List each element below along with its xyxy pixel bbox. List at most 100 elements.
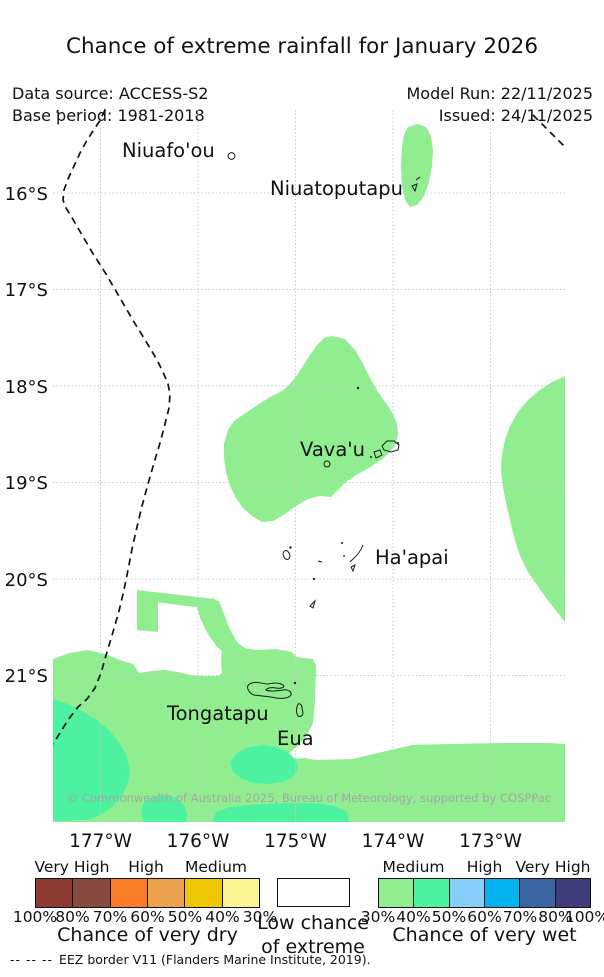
region-east-wet30	[501, 376, 565, 622]
haapai-islet-f	[312, 577, 316, 581]
island-label-haapai: Ha'apai	[375, 546, 449, 569]
region-niuatoputapu-wet30	[401, 124, 433, 207]
dry-swatch-80-70	[73, 879, 111, 907]
dry-pct-50: 50%	[167, 908, 203, 926]
haapai-islet-a	[289, 546, 292, 549]
dry-swatch-100-80	[36, 879, 74, 907]
wet-pct-100: 100%	[564, 908, 604, 926]
region-south-wet30	[53, 648, 565, 822]
island-label-vavau: Vava'u	[300, 438, 365, 461]
eez-borders	[53, 110, 565, 745]
tongatapu-island-outline	[247, 681, 292, 699]
haapai-island-kao	[282, 550, 291, 560]
toku-islet	[356, 386, 360, 390]
wet-swatch-60-70	[484, 879, 521, 907]
dry-level-medium: Medium	[185, 858, 247, 876]
arm-left-stub	[137, 594, 158, 632]
wet-pct-50: 50%	[431, 908, 467, 926]
dry-pct-40: 40%	[205, 908, 240, 926]
dry-caption: Chance of very dry	[57, 924, 238, 946]
island-label-eua: Eua	[277, 727, 314, 750]
island-label-niuafoou: Niuafo'ou	[122, 139, 215, 162]
haapai-islet-e	[343, 555, 345, 557]
wet-pct-80: 80%	[538, 908, 573, 926]
wet-swatch-50-60	[449, 879, 485, 907]
low-chance-box	[277, 878, 350, 907]
lat-tick-17s: 17°S	[4, 280, 48, 301]
late-island-outline	[323, 460, 331, 468]
region-bottom-wet40-a	[141, 795, 187, 822]
vavau-islet-a	[373, 449, 383, 459]
island-label-niuatoputapu: Niuatoputapu	[270, 177, 403, 200]
dry-swatch-40-30	[222, 879, 259, 907]
vavau-islet-c	[397, 442, 399, 444]
copyright-note: © Commonwealth of Australia 2025, Bureau…	[66, 791, 552, 805]
arm-descender	[197, 598, 259, 666]
low-chance-line2: of extreme	[261, 936, 365, 958]
dry-level-very-high: Very High	[34, 858, 110, 876]
eez-border-northeast	[532, 114, 565, 149]
wet-pct-40: 40%	[396, 908, 431, 926]
map-canvas	[53, 110, 565, 822]
eez-footnote-text: EEZ border V11 (Flanders Marine Institut…	[59, 952, 371, 967]
lon-tick-176w: 176°W	[166, 831, 230, 852]
model-run-label: Model Run: 22/11/2025	[406, 84, 594, 103]
lon-tick-177w: 177°W	[69, 831, 132, 852]
island-label-tongatapu: Tongatapu	[167, 702, 269, 725]
region-eua-wet40	[230, 745, 298, 784]
niuatoputapu-island-outline	[411, 183, 418, 193]
dry-pct-30: 30%	[242, 908, 278, 926]
wet-swatch-70-80	[520, 879, 556, 907]
wet-probability-regions	[53, 124, 565, 822]
wet-pct-70: 70%	[502, 908, 538, 926]
eua-island-outline	[296, 703, 304, 717]
lat-tick-19s: 19°S	[4, 473, 48, 494]
wet-swatch-40-50	[414, 879, 450, 907]
wet-pct-60: 60%	[467, 908, 502, 926]
data-source-label: Data source: ACCESS-S2	[12, 84, 209, 103]
tongatapu-islet	[293, 681, 297, 685]
island-outlines	[227, 152, 421, 717]
haapai-islet-c	[341, 542, 343, 544]
graticule	[53, 110, 565, 822]
wet-caption: Chance of very wet	[392, 924, 577, 946]
lat-tick-16s: 16°S	[4, 184, 48, 205]
niuafoou-island-outline	[227, 152, 236, 160]
dry-pct-80: 80%	[55, 908, 90, 926]
eez-footnote: -- -- -- EEZ border V11 (Flanders Marine …	[10, 952, 371, 967]
dry-pct-70: 70%	[92, 908, 128, 926]
region-bottom-wet40-b	[213, 803, 349, 822]
dry-swatch-70-60	[110, 879, 148, 907]
dry-pct-100: 100%	[12, 908, 58, 926]
wet-pct-30: 30%	[360, 908, 396, 926]
wet-level-very-high: Very High	[515, 858, 591, 876]
lon-tick-175w: 175°W	[264, 831, 327, 852]
dry-swatch-60-50	[147, 879, 186, 907]
haapai-chain-outline	[349, 544, 364, 563]
vavau-islet-b	[370, 456, 372, 458]
eez-border-line	[53, 110, 171, 745]
issued-label: Issued: 24/11/2025	[438, 106, 593, 125]
dry-colorbar	[35, 878, 260, 908]
eez-border-northwest-tip	[55, 110, 59, 118]
eez-dash-sample: -- -- --	[10, 952, 54, 967]
wet-swatch-80-100	[555, 879, 590, 907]
dry-level-high: High	[128, 858, 164, 876]
lon-tick-174w: 174°W	[361, 831, 425, 852]
region-vavau-wet30	[224, 336, 398, 522]
low-chance-line1: Low chance	[257, 912, 369, 934]
wet-level-high: High	[466, 858, 503, 876]
haapai-islet-g	[309, 599, 317, 609]
dry-swatch-50-40	[185, 879, 223, 907]
wet-swatch-30-40	[379, 879, 415, 907]
arm-top-band	[137, 590, 219, 609]
vavau-main-island-outline	[381, 440, 400, 453]
region-southwest-wet40	[53, 699, 130, 821]
haapai-islet-b	[317, 560, 323, 563]
lat-tick-20s: 20°S	[4, 570, 48, 591]
haapai-islet-d	[350, 564, 356, 573]
wet-colorbar	[378, 878, 591, 908]
page-title: Chance of extreme rainfall for January 2…	[65, 34, 539, 59]
dry-pct-60: 60%	[130, 908, 165, 926]
